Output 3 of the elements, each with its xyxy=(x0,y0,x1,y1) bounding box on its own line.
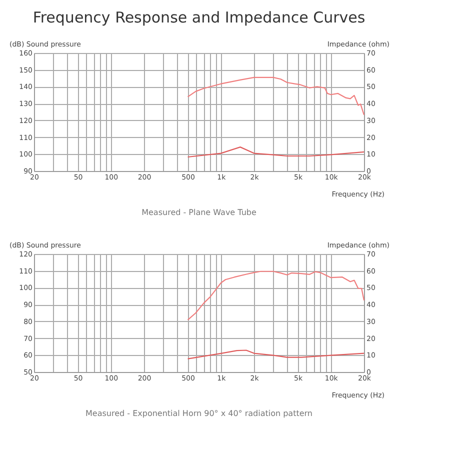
chart-title: Frequency Response and Impedance Curves xyxy=(32,8,366,26)
text: Measured - Plane Wave Tube xyxy=(142,208,256,217)
text: Measured - Exponential Horn 90° x 40° radiation pattern xyxy=(86,409,312,418)
